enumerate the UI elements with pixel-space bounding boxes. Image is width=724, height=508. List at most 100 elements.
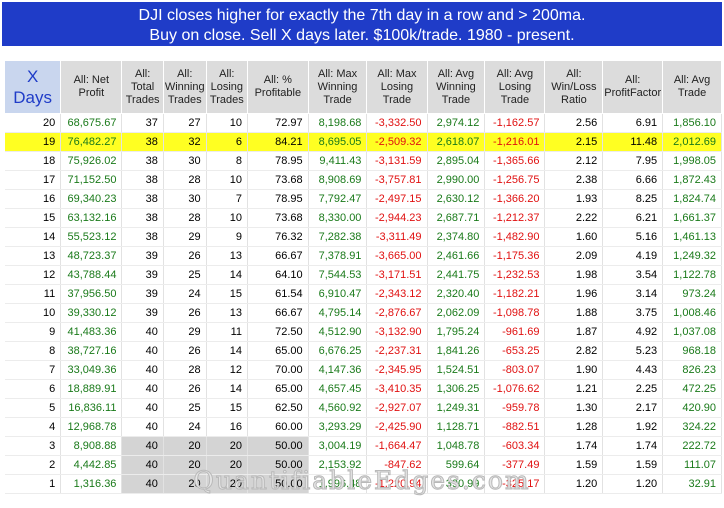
table-cell: 12 [4, 265, 62, 285]
table-cell: 28 [163, 208, 207, 228]
table-cell: 33,049.36 [60, 360, 123, 380]
table-cell: 4,795.14 [308, 303, 368, 323]
table-cell: 20 [163, 474, 207, 494]
table-cell: -1,482.90 [484, 227, 546, 247]
column-header-2: All: Total Trades [121, 60, 164, 114]
table-cell: 2.82 [544, 341, 604, 361]
table-cell: 38,727.16 [60, 341, 123, 361]
table-cell: 9 [4, 322, 62, 342]
table-cell: 10 [4, 303, 62, 323]
table-cell: 6 [206, 132, 249, 152]
table-cell: 9,411.43 [308, 151, 368, 171]
table-row: 12 43,788.44 39 25 14 64.10 7,544.53 -3,171.51 2… [4, 265, 722, 285]
table-cell: 4.92 [602, 322, 664, 342]
column-header-text: All: [135, 67, 151, 80]
table-cell: 73.68 [247, 208, 309, 228]
table-cell: 6.91 [602, 113, 664, 133]
table-cell: -1,365.66 [484, 151, 546, 171]
table-cell: 7.95 [602, 151, 664, 171]
table-cell: 472.25 [662, 379, 722, 399]
table-cell: 1.74 [602, 436, 664, 456]
column-header-4: All: Losing Trades [205, 60, 249, 114]
table-cell: -803.07 [484, 360, 546, 380]
column-header-text: Winning [436, 80, 476, 93]
table-cell: 1,856.10 [662, 113, 722, 133]
table-cell: 38 [121, 132, 164, 152]
column-header-6: All: Max Winning Trade [307, 60, 368, 114]
table-cell: 1,824.74 [662, 189, 722, 209]
table-cell: 27 [163, 113, 207, 133]
table-cell: 5.23 [602, 341, 664, 361]
table-cell: -1,175.36 [484, 246, 546, 266]
table-cell: 70.00 [247, 360, 309, 380]
table-cell: 4,512.90 [308, 322, 368, 342]
column-header-text: ProfitFactor [604, 87, 662, 99]
table-cell: 2,895.04 [427, 151, 486, 171]
table-cell: 2.56 [544, 113, 604, 133]
table-cell: -2,497.15 [366, 189, 428, 209]
column-header-text: Trades [209, 93, 244, 106]
table-cell: 1.98 [544, 265, 604, 285]
table-cell: 38 [121, 151, 164, 171]
table-cell: -1,076.62 [484, 379, 546, 399]
table-cell: 1.88 [544, 303, 604, 323]
table-cell: 4 [4, 417, 62, 437]
table-cell: 39 [121, 284, 164, 304]
column-header-1: All: Net Profit [60, 60, 123, 114]
table-cell: 8,908.88 [60, 436, 123, 456]
table-cell: -325.17 [484, 474, 546, 494]
table-row: 16 69,340.23 38 30 7 78.95 7,792.47 -2,497.15 2,… [4, 189, 722, 209]
table-cell: 2,153.92 [308, 455, 368, 475]
table-cell: -3,132.90 [366, 322, 428, 342]
table-cell: 61.54 [247, 284, 309, 304]
table-cell: 69,340.23 [60, 189, 123, 209]
table-cell: -2,425.90 [366, 417, 428, 437]
table-cell: 8,695.05 [308, 132, 368, 152]
table-cell: 1.90 [544, 360, 604, 380]
table-cell: 8 [206, 151, 249, 171]
column-header-9: All: Avg Losing Trade [484, 60, 546, 114]
table-cell: 28 [163, 170, 207, 190]
title-line-1: DJI closes higher for exactly the 7th da… [138, 7, 586, 24]
table-cell: -3,410.35 [366, 379, 428, 399]
table-cell: -2,876.67 [366, 303, 428, 323]
column-header-text: Trade [677, 87, 707, 99]
table-cell: 30 [163, 189, 207, 209]
table-cell: -2,345.95 [366, 360, 428, 380]
watermark: QuantifiableEdges.com [193, 466, 531, 496]
table-cell: 28 [163, 360, 207, 380]
table-cell: 1.60 [544, 227, 604, 247]
table-cell: 1.92 [602, 417, 664, 437]
table-row: 5 16,836.11 40 25 15 62.50 4,560.92 -2,927.07 1,… [4, 398, 722, 418]
table-cell: 3.75 [602, 303, 664, 323]
column-header-text: Trade [382, 93, 412, 106]
column-header-text: Profitable [254, 87, 302, 99]
table-cell: 1.20 [544, 474, 604, 494]
table-cell: 76,482.27 [60, 132, 123, 152]
table-cell: 65.00 [247, 341, 309, 361]
table-cell: 40 [121, 341, 164, 361]
table-cell: 1,461.13 [662, 227, 722, 247]
table-cell: 29 [163, 227, 207, 247]
table-cell: 324.22 [662, 417, 722, 437]
table-cell: 973.24 [662, 284, 722, 304]
table-cell: 1.59 [602, 455, 664, 475]
table-cell: 66.67 [247, 303, 309, 323]
table-cell: -3,131.59 [366, 151, 428, 171]
table-cell: 14 [4, 227, 62, 247]
table-cell: 64.10 [247, 265, 309, 285]
table-cell: 55,523.12 [60, 227, 123, 247]
table-row: 11 37,956.50 39 24 15 61.54 6,910.47 -2,343.12 2… [4, 284, 722, 304]
table-cell: 40 [121, 322, 164, 342]
table-cell: 32 [163, 132, 207, 152]
table-cell: 8,908.69 [308, 170, 368, 190]
table-cell: 65.00 [247, 379, 309, 399]
table-cell: 16 [4, 189, 62, 209]
table-cell: 9 [206, 227, 249, 247]
column-header-text: All: [177, 67, 193, 80]
table-cell: 68,675.67 [60, 113, 123, 133]
table-cell: -3,311.49 [366, 227, 428, 247]
column-header-text: All: % [263, 74, 292, 86]
table-cell: -1,212.37 [484, 208, 546, 228]
table-cell: -1,256.75 [484, 170, 546, 190]
